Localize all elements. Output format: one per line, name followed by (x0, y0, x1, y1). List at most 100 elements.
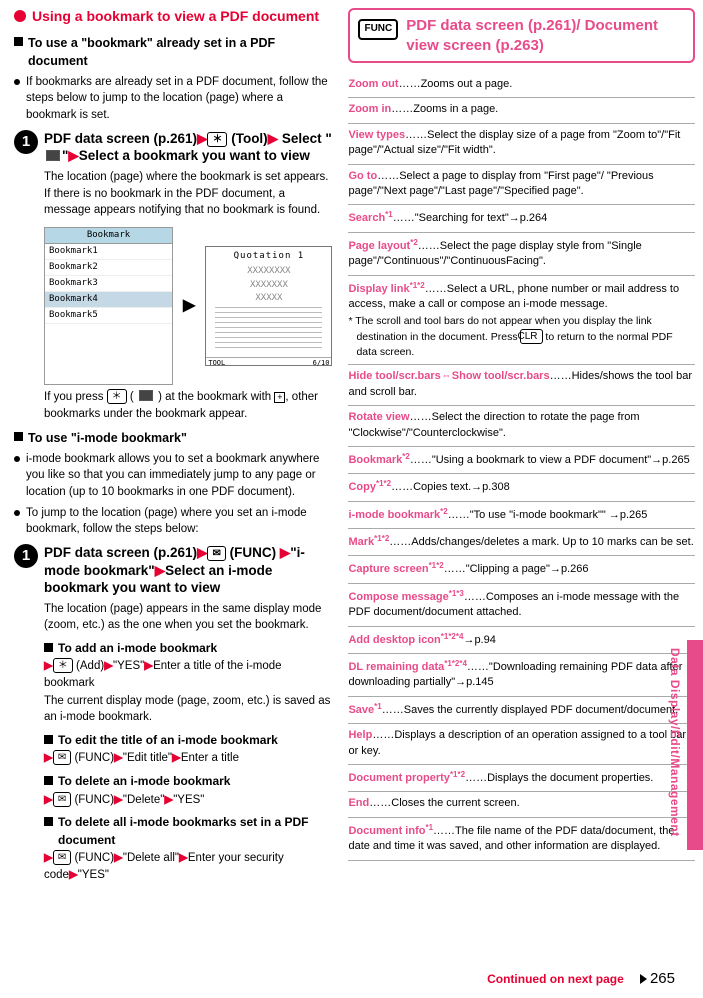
expand-icon (139, 390, 153, 401)
substep-delete-all: To delete all i-mode bookmarks set in a … (14, 814, 332, 883)
menu-key: Mark (348, 536, 374, 548)
menu-row: Zoom inZooms in a page. (348, 98, 695, 123)
substep-add: To add an i-mode bookmark ▶＊ (Add)▶"YES"… (14, 640, 332, 726)
fig-x: XXXXX (209, 292, 328, 305)
ss-text: Enter a title (181, 752, 239, 764)
menu-row: Save*1Saves the currently displayed PDF … (348, 697, 695, 724)
ss-text: "Delete all" (123, 852, 179, 864)
step-2: 1 PDF data screen (p.261)▶✉ (FUNC) ▶"i-m… (14, 544, 332, 597)
tri-icon: ▶ (172, 752, 181, 764)
fig-title: Quotation 1 (209, 250, 328, 263)
arrow-icon: ▶ (183, 294, 195, 317)
fig-lines (209, 307, 328, 352)
bookmark-toolbar-icon (46, 150, 60, 161)
clr-key-icon: CLR (520, 329, 542, 344)
menu-desc: Displays a description of an operation a… (348, 729, 686, 756)
func-title: PDF data screen (p.261)/ Document view s… (406, 16, 685, 55)
para-list: If bookmarks are already set in a PDF do… (14, 74, 332, 124)
substep-heading: To add an i-mode bookmark (58, 640, 217, 657)
fig-row: Bookmark2 (45, 260, 172, 276)
key-icon: ✉ (53, 750, 71, 765)
tri-icon: ▶ (268, 131, 278, 146)
right-column: FUNC PDF data screen (p.261)/ Document v… (344, 0, 703, 960)
menu-row: Document info*1The file name of the PDF … (348, 818, 695, 861)
step-1-body: The location (page) where the bookmark i… (14, 169, 332, 219)
tri-icon: ▶ (179, 852, 188, 864)
menu-row: Page layout*2Select the page display sty… (348, 233, 695, 276)
menu-row: Zoom outZooms out a page. (348, 73, 695, 98)
figure-caption: If you press ＊ ( ) at the bookmark with … (14, 389, 332, 422)
menu-key: Compose message (348, 591, 448, 603)
dot-icon (14, 510, 20, 516)
sup: *1*2 (450, 770, 465, 779)
left-column: Using a bookmark to view a PDF document … (0, 0, 344, 960)
menu-row: Display link*1*2Select a URL, phone numb… (348, 276, 695, 366)
sub-heading-2: To use "i-mode bookmark" (14, 429, 332, 447)
key-icon: ✉ (53, 850, 71, 865)
fig-row: Bookmark3 (45, 276, 172, 292)
square-icon (14, 37, 23, 46)
dot-icon (14, 79, 20, 85)
ss-text: "YES" (173, 794, 204, 806)
menu-row: Rotate viewSelect the direction to rotat… (348, 406, 695, 447)
tri-icon: ▶ (68, 148, 78, 163)
substep-body: ▶✉ (FUNC)▶"Delete all"▶Enter your securi… (44, 850, 332, 883)
menu-desc: Zooms in a page. (413, 103, 498, 115)
ss-text: "YES" (78, 869, 109, 881)
menu-key: Help (348, 729, 394, 741)
ss-text: "YES" (113, 660, 144, 672)
menu-row: Bookmark*2"Using a bookmark to view a PD… (348, 447, 695, 474)
substep-after: The current display mode (page, zoom, et… (44, 693, 332, 726)
step-2-body: The location (page) appears in the same … (14, 601, 332, 634)
menu-key: Go to (348, 170, 399, 182)
menu-key: Bookmark (348, 454, 402, 466)
menu-desc: Adds/changes/deletes a mark. Up to 10 ma… (411, 536, 693, 548)
menu-desc: "Using a bookmark to view a PDF document… (432, 454, 690, 466)
caption-text: If you press (44, 391, 107, 403)
square-icon (44, 735, 53, 744)
step-number-icon: 1 (14, 130, 38, 154)
menu-key: View types (348, 129, 427, 141)
menu-key: Copy (348, 481, 376, 493)
substep-heading: To delete an i-mode bookmark (58, 773, 230, 790)
tri-icon: ▶ (197, 131, 207, 146)
menu-key: Show tool/scr.bars (452, 370, 572, 382)
caption-text: ( (127, 391, 137, 403)
section-title: Using a bookmark to view a PDF document (14, 8, 332, 26)
menu-key: DL remaining data (348, 661, 444, 673)
sub-heading-1: To use a "bookmark" already set in a PDF… (14, 34, 332, 70)
square-icon (44, 776, 53, 785)
tri-icon: ▶ (114, 852, 123, 864)
menu-row: View typesSelect the display size of a p… (348, 124, 695, 165)
sub-heading-2-text: To use "i-mode bookmark" (28, 429, 187, 447)
caption-text: ) at the bookmark with (155, 391, 275, 403)
substep-edit: To edit the title of an i-mode bookmark … (14, 732, 332, 767)
substep-heading: To edit the title of an i-mode bookmark (58, 732, 278, 749)
menu-key: Zoom in (348, 103, 413, 115)
menu-desc: "Searching for text"→p.264 (415, 212, 548, 224)
menu-row: Compose message*1*3Composes an i-mode me… (348, 584, 695, 627)
key-icon: ＊ (53, 658, 73, 673)
menu-desc: Saves the currently displayed PDF docume… (404, 704, 679, 716)
swap-icon: ⇔ (441, 369, 451, 384)
tri-icon: ▶ (114, 794, 123, 806)
func-badge: FUNC (358, 19, 398, 40)
menu-desc: →p.94 (463, 634, 495, 646)
menu-row: Add desktop icon*1*2*4→p.94 (348, 627, 695, 654)
tri-icon: ▶ (114, 752, 123, 764)
list-item: To jump to the location (page) where you… (14, 505, 332, 538)
menu-key: Zoom out (348, 78, 420, 90)
menu-row: Document property*1*2Displays the docume… (348, 765, 695, 792)
step-text-part: Select a bookmark you want to view (79, 148, 310, 163)
menu-desc: "To use "i-mode bookmark"" →p.265 (470, 509, 648, 521)
tri-icon: ▶ (44, 752, 53, 764)
sup: *2 (440, 507, 448, 516)
body-text: The location (page) appears in the same … (44, 601, 332, 634)
step-text-part: Select " (282, 131, 332, 146)
step-text-part: (Tool) (227, 131, 267, 146)
sup: *1 (425, 823, 433, 832)
step-number-icon: 1 (14, 544, 38, 568)
step-1-title: PDF data screen (p.261)▶＊ (Tool)▶ Select… (44, 130, 332, 165)
func-menu-header: FUNC PDF data screen (p.261)/ Document v… (348, 8, 695, 63)
fig-footer: TOOL6/10 (206, 357, 331, 365)
